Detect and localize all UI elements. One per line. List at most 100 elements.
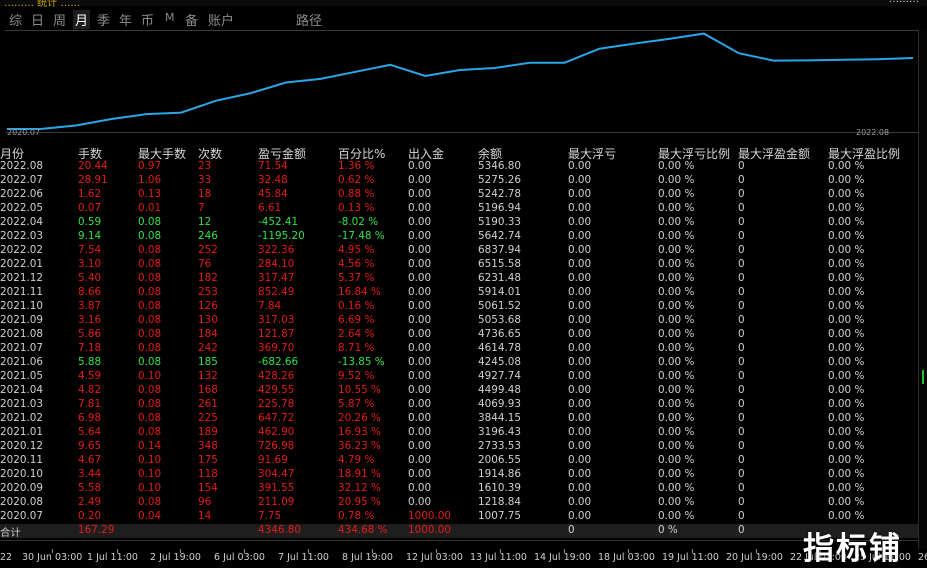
tab-year[interactable]: 年 xyxy=(119,14,133,29)
table-row[interactable]: 2021.08 5.86 0.08 184 121.87 2.64 % 0.00 4736.6… xyxy=(0,328,918,342)
row-max-float-profit: 0 xyxy=(738,482,745,494)
time-axis-tick xyxy=(244,549,245,553)
tab-m[interactable]: M xyxy=(165,11,175,24)
row-max-float-profit-pct: 0.00 % xyxy=(828,370,865,382)
row-max-float-profit-pct: 0.00 % xyxy=(828,188,865,200)
row-percent: 0.62 % xyxy=(338,174,375,186)
row-month: 2022.03 xyxy=(0,230,43,242)
time-axis-label: 20 Jul 19:00 xyxy=(726,552,783,563)
table-row[interactable]: 2021.12 5.40 0.08 182 317.47 5.37 % 0.00 6231.4… xyxy=(0,272,918,286)
tab-currency[interactable]: 币 xyxy=(141,14,155,29)
table-row[interactable]: 2022.02 7.54 0.08 252 322.36 4.95 % 0.00 6837.9… xyxy=(0,244,918,258)
table-row[interactable]: 2022.08 20.44 0.97 23 71.54 1.36 % 0.00 5346.80… xyxy=(0,160,918,174)
table-row[interactable]: 2021.07 7.18 0.08 242 369.70 8.71 % 0.00 4614.7… xyxy=(0,342,918,356)
row-month: 2021.12 xyxy=(0,272,43,284)
row-month: 2021.07 xyxy=(0,342,43,354)
time-axis-label: 6 Jul 03:00 xyxy=(214,552,265,563)
row-cash-flow: 0.00 xyxy=(408,286,432,298)
row-lots: 9.65 xyxy=(78,440,102,452)
row-max-drawdown: 0.00 xyxy=(568,398,592,410)
row-balance: 6515.58 xyxy=(478,258,521,270)
time-axis-label: 18 Jul 03:00 xyxy=(598,552,655,563)
row-trades: 132 xyxy=(198,370,218,382)
header-max-drawdown[interactable]: 最大浮亏 xyxy=(568,147,617,161)
table-row[interactable]: 2022.04 0.59 0.08 12 -452.41 -8.02 % 0.00 5190.… xyxy=(0,216,918,230)
row-pnl: 71.54 xyxy=(258,160,288,172)
row-pnl: 852.49 xyxy=(258,286,295,298)
row-max-drawdown: 0.00 xyxy=(568,454,592,466)
table-row[interactable]: 2021.10 3.87 0.08 126 7.84 0.16 % 0.00 5061.52 0… xyxy=(0,300,918,314)
row-month: 2021.01 xyxy=(0,426,43,438)
row-max-float-profit-pct: 0.00 % xyxy=(828,272,865,284)
row-max-float-profit-pct: 0.00 % xyxy=(828,510,865,522)
table-row[interactable]: 2021.11 8.66 0.08 253 852.49 16.84 % 0.00 5914.… xyxy=(0,286,918,300)
table-row[interactable]: 2022.06 1.62 0.13 18 45.84 0.88 % 0.00 5242.78 0… xyxy=(0,188,918,202)
table-row[interactable]: 2021.06 5.88 0.08 185 -682.66 -13.85 % 0.00 424… xyxy=(0,356,918,370)
tab-quarter[interactable]: 季 xyxy=(97,14,111,29)
tab-notes[interactable]: 备 xyxy=(185,14,199,29)
row-max-drawdown-pct: 0.00 % xyxy=(658,468,695,480)
header-max-lots[interactable]: 最大手数 xyxy=(138,147,187,161)
header-month[interactable]: 月份 xyxy=(0,147,25,161)
header-max-float-profit[interactable]: 最大浮盈金额 xyxy=(738,147,811,161)
tab-month[interactable]: 月 xyxy=(73,10,91,29)
table-row[interactable]: 2020.08 2.49 0.08 96 211.09 20.95 % 0.00 1218.8… xyxy=(0,496,918,510)
header-balance[interactable]: 余额 xyxy=(478,147,503,161)
table-row[interactable]: 2020.11 4.67 0.10 175 91.69 4.79 % 0.00 2006.55… xyxy=(0,454,918,468)
tab-day[interactable]: 日 xyxy=(31,14,45,29)
row-pnl: 32.48 xyxy=(258,174,288,186)
table-row[interactable]: 2021.05 4.59 0.10 132 428.26 9.52 % 0.00 4927.7… xyxy=(0,370,918,384)
header-cash-flow[interactable]: 出入金 xyxy=(408,147,445,161)
row-max-lots: 0.10 xyxy=(138,454,162,466)
table-row[interactable]: 2021.01 5.64 0.08 189 462.90 16.93 % 0.00 3196.… xyxy=(0,426,918,440)
row-max-float-profit: 0 xyxy=(738,258,745,270)
table-row[interactable]: 2020.12 9.65 0.14 348 726.98 36.23 % 0.00 2733.… xyxy=(0,440,918,454)
tab-account[interactable]: 账户 xyxy=(208,14,235,29)
row-percent: 32.12 % xyxy=(338,482,381,494)
table-row[interactable]: 2021.02 6.98 0.08 225 647.72 20.26 % 0.00 3844.… xyxy=(0,412,918,426)
row-max-drawdown: 0.00 xyxy=(568,188,592,200)
row-max-drawdown: 0.00 xyxy=(568,510,592,522)
table-row[interactable]: 2022.05 0.07 0.01 7 6.61 0.13 % 0.00 5196.94 0.0… xyxy=(0,202,918,216)
header-trades[interactable]: 次数 xyxy=(198,147,223,161)
row-max-float-profit-pct: 0.00 % xyxy=(828,216,865,228)
row-lots: 4.67 xyxy=(78,454,102,466)
time-axis-tick xyxy=(180,549,181,553)
time-axis-tick xyxy=(52,549,53,553)
header-pnl[interactable]: 盈亏金额 xyxy=(258,147,307,161)
row-percent: 20.26 % xyxy=(338,412,381,424)
row-max-lots: 0.08 xyxy=(138,342,162,354)
row-balance: 4614.78 xyxy=(478,342,521,354)
table-row[interactable]: 2022.03 9.14 0.08 246 -1195.20 -17.48 % 0.00 56… xyxy=(0,230,918,244)
header-lots[interactable]: 手数 xyxy=(78,147,103,161)
row-percent: 0.16 % xyxy=(338,300,375,312)
time-axis-label: 2 Jul 19:00 xyxy=(150,552,201,563)
row-max-float-profit: 0 xyxy=(738,174,745,186)
tab-summary[interactable]: 综 xyxy=(9,14,23,29)
time-axis-tick xyxy=(628,549,629,553)
table-row[interactable]: 2022.07 28.91 1.06 33 32.48 0.62 % 0.00 5275.26… xyxy=(0,174,918,188)
table-row[interactable]: 2020.07 0.20 0.04 14 7.75 0.78 % 1000.00 1007.7… xyxy=(0,510,918,524)
table-row[interactable]: 2021.03 7.81 0.08 261 225.78 5.87 % 0.00 4069.9… xyxy=(0,398,918,412)
row-month: 2021.08 xyxy=(0,328,43,340)
row-balance: 5346.80 xyxy=(478,160,521,172)
row-max-float-profit-pct: 0.00 % xyxy=(828,398,865,410)
row-max-drawdown-pct: 0.00 % xyxy=(658,328,695,340)
row-month: 2022.04 xyxy=(0,216,43,228)
balance-chart-svg xyxy=(6,32,914,130)
total-max-drawdown-pct: 0 % xyxy=(658,524,678,536)
tab-path[interactable]: 路径 xyxy=(296,14,323,29)
table-row[interactable]: 2020.09 5.58 0.10 154 391.55 32.12 % 0.00 1610.… xyxy=(0,482,918,496)
time-axis-label: 7 Jul 11:00 xyxy=(278,552,329,563)
tab-week[interactable]: 周 xyxy=(53,14,67,29)
table-row[interactable]: 2021.04 4.82 0.08 168 429.55 10.55 % 0.00 4499.… xyxy=(0,384,918,398)
row-trades: 76 xyxy=(198,258,212,270)
table-row[interactable]: 2021.09 3.16 0.08 130 317.03 6.69 % 0.00 5053.6… xyxy=(0,314,918,328)
table-row[interactable]: 2022.01 3.10 0.08 76 284.10 4.56 % 0.00 6515.58… xyxy=(0,258,918,272)
header-max-drawdown-pct[interactable]: 最大浮亏比例 xyxy=(658,147,731,161)
header-percent[interactable]: 百分比% xyxy=(338,147,386,161)
table-row[interactable]: 2020.10 3.44 0.10 118 304.47 18.91 % 0.00 1914.… xyxy=(0,468,918,482)
row-balance: 5914.01 xyxy=(478,286,521,298)
header-max-float-profit-pct[interactable]: 最大浮盈比例 xyxy=(828,147,901,161)
row-max-lots: 0.08 xyxy=(138,216,162,228)
